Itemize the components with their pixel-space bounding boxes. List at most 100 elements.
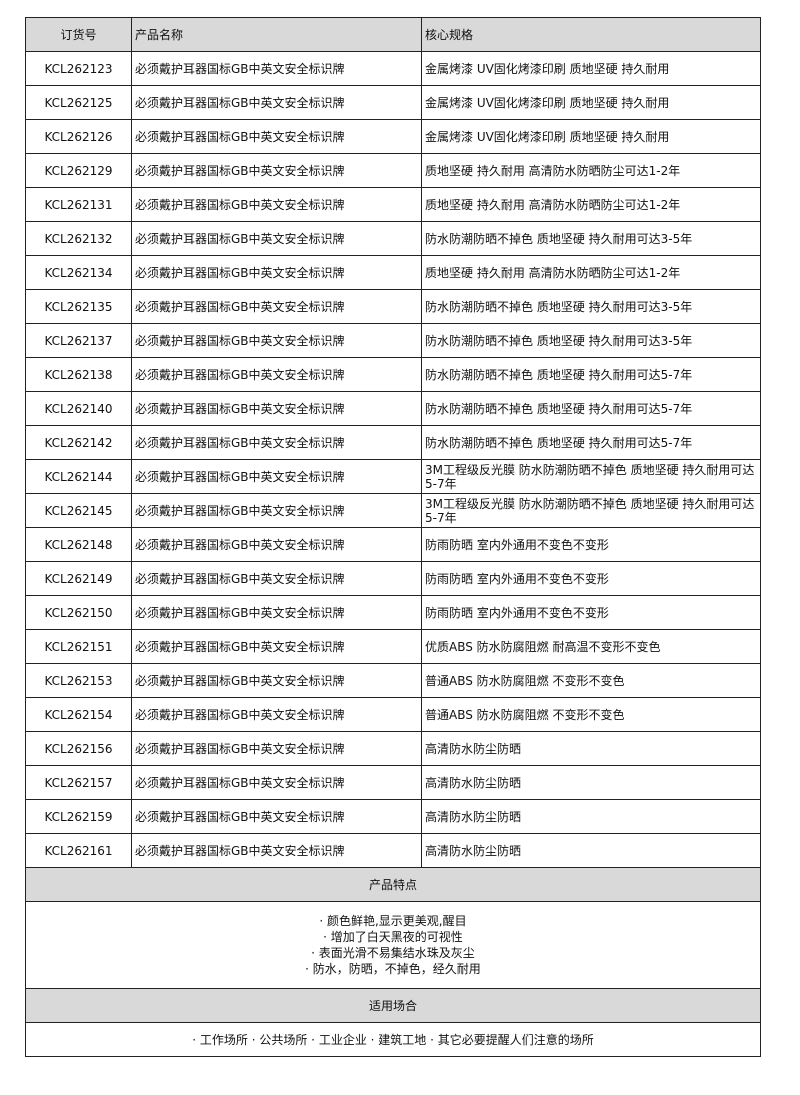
table-row: KCL262134 必须戴护耳器国标GB中英文安全标识牌 质地坚硬 持久耐用 高清防… bbox=[25, 255, 761, 290]
header-row: 订货号 产品名称 核心规格 bbox=[25, 17, 761, 52]
product-name-cell: 必须戴护耳器国标GB中英文安全标识牌 bbox=[131, 697, 422, 732]
core-spec-cell: 优质ABS 防水防腐阻燃 耐高温不变形不变色 bbox=[421, 629, 761, 664]
table-row: KCL262138 必须戴护耳器国标GB中英文安全标识牌 防水防潮防晒不掉色 质地坚… bbox=[25, 357, 761, 392]
features-title: 产品特点 bbox=[25, 867, 761, 902]
product-name-cell: 必须戴护耳器国标GB中英文安全标识牌 bbox=[131, 255, 422, 290]
table-row: KCL262150 必须戴护耳器国标GB中英文安全标识牌 防雨防晒 室内外通用不变色… bbox=[25, 595, 761, 630]
table-row: KCL262129 必须戴护耳器国标GB中英文安全标识牌 质地坚硬 持久耐用 高清防… bbox=[25, 153, 761, 188]
core-spec-cell: 防雨防晒 室内外通用不变色不变形 bbox=[421, 595, 761, 630]
core-spec-cell: 质地坚硬 持久耐用 高清防水防晒防尘可达1-2年 bbox=[421, 187, 761, 222]
product-name-cell: 必须戴护耳器国标GB中英文安全标识牌 bbox=[131, 289, 422, 324]
features-list: · 颜色鲜艳,显示更美观,醒目 · 增加了白天黑夜的可视性 · 表面光滑不易集结… bbox=[25, 901, 761, 989]
table-row: KCL262132 必须戴护耳器国标GB中英文安全标识牌 防水防潮防晒不掉色 质地坚… bbox=[25, 221, 761, 256]
core-spec-cell: 高清防水防尘防晒 bbox=[421, 765, 761, 800]
product-name-cell: 必须戴护耳器国标GB中英文安全标识牌 bbox=[131, 595, 422, 630]
table-row: KCL262145 必须戴护耳器国标GB中英文安全标识牌 3M工程级反光膜 防水防潮… bbox=[25, 493, 761, 528]
usage-text: · 工作场所 · 公共场所 · 工业企业 · 建筑工地 · 其它必要提醒人们注意… bbox=[25, 1022, 761, 1057]
product-name-cell: 必须戴护耳器国标GB中英文安全标识牌 bbox=[131, 527, 422, 562]
product-name-cell: 必须戴护耳器国标GB中英文安全标识牌 bbox=[131, 119, 422, 154]
header-product-name: 产品名称 bbox=[131, 17, 422, 52]
feature-item: · 表面光滑不易集结水珠及灰尘 bbox=[311, 946, 475, 960]
core-spec-cell: 防雨防晒 室内外通用不变色不变形 bbox=[421, 561, 761, 596]
core-spec-cell: 3M工程级反光膜 防水防潮防晒不掉色 质地坚硬 持久耐用可达5-7年 bbox=[421, 493, 761, 528]
order-no-cell: KCL262131 bbox=[25, 187, 132, 222]
table-row: KCL262154 必须戴护耳器国标GB中英文安全标识牌 普通ABS 防水防腐阻燃 … bbox=[25, 697, 761, 732]
table-row: KCL262135 必须戴护耳器国标GB中英文安全标识牌 防水防潮防晒不掉色 质地坚… bbox=[25, 289, 761, 324]
product-name-cell: 必须戴护耳器国标GB中英文安全标识牌 bbox=[131, 561, 422, 596]
product-name-cell: 必须戴护耳器国标GB中英文安全标识牌 bbox=[131, 629, 422, 664]
order-no-cell: KCL262157 bbox=[25, 765, 132, 800]
core-spec-cell: 防水防潮防晒不掉色 质地坚硬 持久耐用可达5-7年 bbox=[421, 357, 761, 392]
product-name-cell: 必须戴护耳器国标GB中英文安全标识牌 bbox=[131, 663, 422, 698]
order-no-cell: KCL262123 bbox=[25, 51, 132, 86]
table-row: KCL262159 必须戴护耳器国标GB中英文安全标识牌 高清防水防尘防晒 bbox=[25, 799, 761, 834]
order-no-cell: KCL262150 bbox=[25, 595, 132, 630]
order-no-cell: KCL262144 bbox=[25, 459, 132, 494]
product-name-cell: 必须戴护耳器国标GB中英文安全标识牌 bbox=[131, 85, 422, 120]
table-row: KCL262126 必须戴护耳器国标GB中英文安全标识牌 金属烤漆 UV固化烤漆印刷… bbox=[25, 119, 761, 154]
table-row: KCL262131 必须戴护耳器国标GB中英文安全标识牌 质地坚硬 持久耐用 高清防… bbox=[25, 187, 761, 222]
order-no-cell: KCL262142 bbox=[25, 425, 132, 460]
table-row: KCL262157 必须戴护耳器国标GB中英文安全标识牌 高清防水防尘防晒 bbox=[25, 765, 761, 800]
core-spec-cell: 金属烤漆 UV固化烤漆印刷 质地坚硬 持久耐用 bbox=[421, 51, 761, 86]
product-name-cell: 必须戴护耳器国标GB中英文安全标识牌 bbox=[131, 765, 422, 800]
order-no-cell: KCL262153 bbox=[25, 663, 132, 698]
table-row: KCL262148 必须戴护耳器国标GB中英文安全标识牌 防雨防晒 室内外通用不变色… bbox=[25, 527, 761, 562]
table-row: KCL262153 必须戴护耳器国标GB中英文安全标识牌 普通ABS 防水防腐阻燃 … bbox=[25, 663, 761, 698]
order-no-cell: KCL262137 bbox=[25, 323, 132, 358]
product-name-cell: 必须戴护耳器国标GB中英文安全标识牌 bbox=[131, 833, 422, 868]
core-spec-cell: 高清防水防尘防晒 bbox=[421, 731, 761, 766]
core-spec-cell: 普通ABS 防水防腐阻燃 不变形不变色 bbox=[421, 663, 761, 698]
core-spec-cell: 防水防潮防晒不掉色 质地坚硬 持久耐用可达3-5年 bbox=[421, 221, 761, 256]
table-row: KCL262137 必须戴护耳器国标GB中英文安全标识牌 防水防潮防晒不掉色 质地坚… bbox=[25, 323, 761, 358]
product-name-cell: 必须戴护耳器国标GB中英文安全标识牌 bbox=[131, 323, 422, 358]
core-spec-cell: 防水防潮防晒不掉色 质地坚硬 持久耐用可达5-7年 bbox=[421, 391, 761, 426]
table-row: KCL262142 必须戴护耳器国标GB中英文安全标识牌 防水防潮防晒不掉色 质地坚… bbox=[25, 425, 761, 460]
core-spec-cell: 防水防潮防晒不掉色 质地坚硬 持久耐用可达3-5年 bbox=[421, 323, 761, 358]
core-spec-cell: 3M工程级反光膜 防水防潮防晒不掉色 质地坚硬 持久耐用可达5-7年 bbox=[421, 459, 761, 494]
core-spec-cell: 高清防水防尘防晒 bbox=[421, 833, 761, 868]
order-no-cell: KCL262156 bbox=[25, 731, 132, 766]
product-name-cell: 必须戴护耳器国标GB中英文安全标识牌 bbox=[131, 493, 422, 528]
order-no-cell: KCL262129 bbox=[25, 153, 132, 188]
feature-item: · 颜色鲜艳,显示更美观,醒目 bbox=[319, 914, 467, 928]
core-spec-cell: 高清防水防尘防晒 bbox=[421, 799, 761, 834]
product-name-cell: 必须戴护耳器国标GB中英文安全标识牌 bbox=[131, 391, 422, 426]
usage-title: 适用场合 bbox=[25, 988, 761, 1023]
feature-item: · 防水，防晒，不掉色，经久耐用 bbox=[305, 962, 481, 976]
core-spec-cell: 普通ABS 防水防腐阻燃 不变形不变色 bbox=[421, 697, 761, 732]
order-no-cell: KCL262138 bbox=[25, 357, 132, 392]
product-name-cell: 必须戴护耳器国标GB中英文安全标识牌 bbox=[131, 425, 422, 460]
product-name-cell: 必须戴护耳器国标GB中英文安全标识牌 bbox=[131, 799, 422, 834]
order-no-cell: KCL262159 bbox=[25, 799, 132, 834]
order-no-cell: KCL262126 bbox=[25, 119, 132, 154]
table-row: KCL262123 必须戴护耳器国标GB中英文安全标识牌 金属烤漆 UV固化烤漆印刷… bbox=[25, 51, 761, 86]
core-spec-cell: 金属烤漆 UV固化烤漆印刷 质地坚硬 持久耐用 bbox=[421, 119, 761, 154]
table-row: KCL262149 必须戴护耳器国标GB中英文安全标识牌 防雨防晒 室内外通用不变色… bbox=[25, 561, 761, 596]
table-row: KCL262125 必须戴护耳器国标GB中英文安全标识牌 金属烤漆 UV固化烤漆印刷… bbox=[25, 85, 761, 120]
order-no-cell: KCL262132 bbox=[25, 221, 132, 256]
core-spec-cell: 防水防潮防晒不掉色 质地坚硬 持久耐用可达5-7年 bbox=[421, 425, 761, 460]
header-order-no: 订货号 bbox=[25, 17, 132, 52]
order-no-cell: KCL262135 bbox=[25, 289, 132, 324]
order-no-cell: KCL262134 bbox=[25, 255, 132, 290]
order-no-cell: KCL262161 bbox=[25, 833, 132, 868]
order-no-cell: KCL262149 bbox=[25, 561, 132, 596]
order-no-cell: KCL262148 bbox=[25, 527, 132, 562]
order-no-cell: KCL262125 bbox=[25, 85, 132, 120]
core-spec-cell: 防雨防晒 室内外通用不变色不变形 bbox=[421, 527, 761, 562]
product-spec-table: 订货号 产品名称 核心规格 KCL262123 必须戴护耳器国标GB中英文安全标识… bbox=[25, 17, 761, 1057]
core-spec-cell: 质地坚硬 持久耐用 高清防水防晒防尘可达1-2年 bbox=[421, 255, 761, 290]
product-name-cell: 必须戴护耳器国标GB中英文安全标识牌 bbox=[131, 153, 422, 188]
order-no-cell: KCL262140 bbox=[25, 391, 132, 426]
feature-item: · 增加了白天黑夜的可视性 bbox=[323, 930, 463, 944]
core-spec-cell: 质地坚硬 持久耐用 高清防水防晒防尘可达1-2年 bbox=[421, 153, 761, 188]
product-name-cell: 必须戴护耳器国标GB中英文安全标识牌 bbox=[131, 51, 422, 86]
order-no-cell: KCL262151 bbox=[25, 629, 132, 664]
table-row: KCL262151 必须戴护耳器国标GB中英文安全标识牌 优质ABS 防水防腐阻燃 … bbox=[25, 629, 761, 664]
order-no-cell: KCL262145 bbox=[25, 493, 132, 528]
product-name-cell: 必须戴护耳器国标GB中英文安全标识牌 bbox=[131, 459, 422, 494]
order-no-cell: KCL262154 bbox=[25, 697, 132, 732]
product-name-cell: 必须戴护耳器国标GB中英文安全标识牌 bbox=[131, 731, 422, 766]
table-row: KCL262140 必须戴护耳器国标GB中英文安全标识牌 防水防潮防晒不掉色 质地坚… bbox=[25, 391, 761, 426]
